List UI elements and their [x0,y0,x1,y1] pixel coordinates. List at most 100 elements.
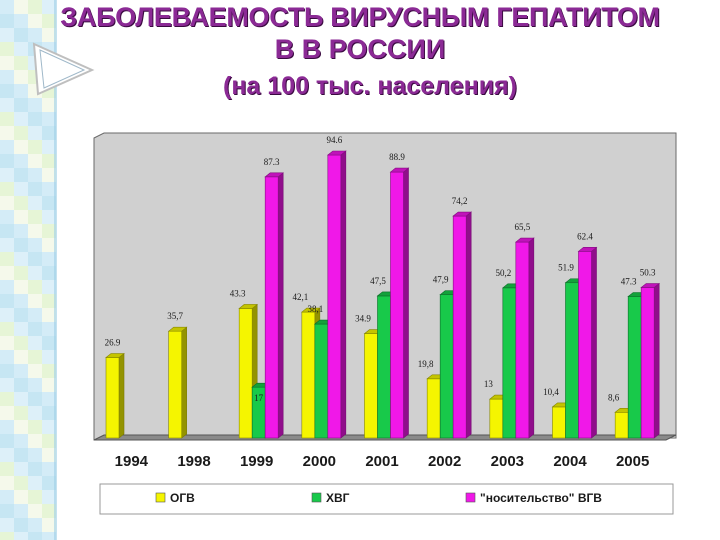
mosaic-tile [14,448,28,462]
data-label-ogv-1994: 26.9 [105,338,121,348]
bar-side-carrier-2002 [465,211,472,439]
data-label-ogv-2002: 19,8 [418,359,434,369]
mosaic-tile [28,378,42,392]
x-tick-label-2000: 2000 [303,453,336,470]
mosaic-tile [28,350,42,364]
mosaic-tile [14,84,28,98]
mosaic-tile [42,462,56,476]
mosaic-tile [28,140,42,154]
data-label-carrier-2004: 62.4 [577,231,593,241]
bar-top-carrier-2002 [452,211,473,217]
mosaic-tile [0,448,14,462]
mosaic-tile [28,224,42,238]
mosaic-tile [42,98,56,112]
mosaic-tile [42,266,56,280]
mosaic-tile [14,224,28,238]
mosaic-tile [0,322,14,336]
mosaic-tile [42,196,56,210]
legend-swatch-ogv [155,492,166,503]
mosaic-tile [28,364,42,378]
mosaic-tile [28,0,42,14]
data-label-hvg-2004: 51.9 [558,263,574,273]
bar-ogv-1999 [238,308,253,439]
bar-ogv-1998 [168,330,182,439]
mosaic-tile [42,154,56,168]
mosaic-tile [28,392,42,406]
mosaic-tile [0,504,14,518]
mosaic-tile [28,476,42,490]
mosaic-tile [42,112,56,126]
bar-top-ogv-1999 [238,304,259,309]
bar-side-ogv-1994 [118,352,125,439]
mosaic-tile [42,210,56,224]
mosaic-tile [42,518,56,532]
mosaic-tile [14,434,28,448]
mosaic-tile [14,476,28,490]
bar-side-carrier-2003 [528,237,535,439]
data-label-ogv-2004: 10,4 [543,387,559,397]
mosaic-tile [42,224,56,238]
mosaic-tile [28,518,42,532]
mosaic-tile [0,462,14,476]
data-label-hvg-2005: 47.3 [621,277,637,287]
mosaic-tile [0,210,14,224]
data-label-ogv-2003: 13 [484,379,494,389]
bar-side-ogv-1998 [181,326,187,439]
bar-ogv-2001 [364,333,378,439]
bars-layer [105,150,661,439]
mosaic-tile [14,154,28,168]
mosaic-tile [14,238,28,252]
mosaic-tile [0,532,14,540]
bar-top-carrier-2004 [577,247,598,252]
mosaic-tile [42,532,56,540]
mosaic-tile [14,336,28,350]
mosaic-tile [14,0,28,14]
x-tick-label-2004: 2004 [553,453,587,470]
mosaic-tile [14,392,28,406]
data-label-carrier-2000: 94.6 [326,135,342,145]
mosaic-tile [14,322,28,336]
mosaic-tile [0,350,14,364]
mosaic-tile [14,504,28,518]
mosaic-tile [42,476,56,490]
mosaic-tile [0,266,14,280]
bar-ogv-2004 [552,406,566,439]
bar-side-carrier-1999 [277,172,284,439]
mosaic-tile [14,168,28,182]
mosaic-tile [28,308,42,322]
mosaic-tile [28,14,42,28]
bar-hvg-2000 [314,323,329,439]
mosaic-tile [0,238,14,252]
bar-ogv-1994 [105,357,120,439]
x-axis-ticks: 1994 1998 1999 2000 2001 2002 2003 2004 2005 [115,453,650,470]
data-label-hvg-2002: 47,9 [433,275,449,285]
mosaic-tile [42,420,56,434]
mosaic-tile [42,308,56,322]
bar-side-carrier-2004 [591,246,597,439]
mosaic-tile [0,420,14,434]
mosaic-tile [42,140,56,154]
mosaic-tile [28,126,42,140]
mosaic-tile [14,252,28,266]
mosaic-tile [0,434,14,448]
mosaic-tile [42,378,56,392]
bar-hvg-2003 [502,287,517,439]
mosaic-tile [0,308,14,322]
bar-carrier-1999 [264,176,279,439]
mosaic-tile [28,280,42,294]
legend-swatch-carrier [465,492,476,503]
mosaic-tile [0,168,14,182]
mosaic-tile [0,140,14,154]
mosaic-tile [14,28,28,42]
mosaic-tile [42,350,56,364]
mosaic-tile [0,84,14,98]
mosaic-tile [28,420,42,434]
bar-ogv-2003 [489,398,504,439]
mosaic-tile [0,378,14,392]
mosaic-tile [14,196,28,210]
mosaic-tile [14,98,28,112]
data-label-hvg-2001: 47,5 [370,276,386,286]
mosaic-tile [14,42,28,56]
